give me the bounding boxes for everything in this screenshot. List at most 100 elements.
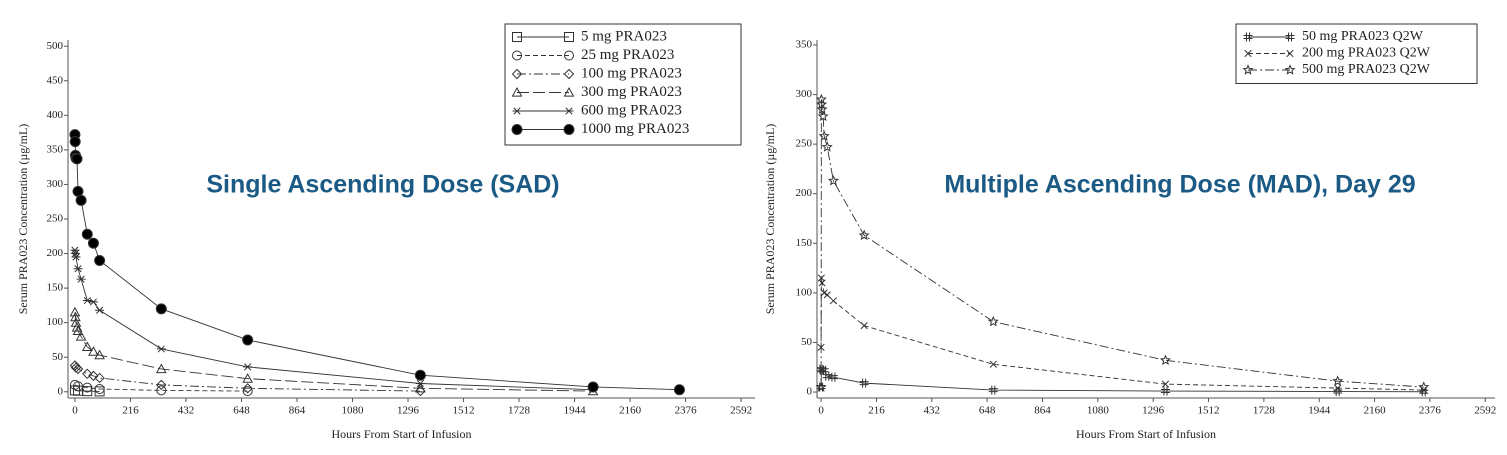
data-point <box>70 311 81 322</box>
data-point <box>155 363 167 374</box>
data-point <box>823 291 831 299</box>
y-tick-label: 0 <box>58 385 64 397</box>
legend: 5 mg PRA023 25 mg PRA023 100 mg PRA023 300 … <box>504 23 742 146</box>
legend-marker <box>511 68 523 80</box>
y-tick-label: 400 <box>47 109 64 121</box>
plot: 0 216 432 648 864 1080 1296 1512 1728 1944 2160 237… <box>763 23 1496 441</box>
data-point <box>1160 386 1170 396</box>
data-point <box>860 322 868 330</box>
y-tick-label: 0 <box>807 386 813 398</box>
data-point <box>587 381 599 393</box>
data-point <box>987 315 999 327</box>
data-point <box>82 386 93 397</box>
data-point <box>815 93 827 105</box>
legend-marker <box>511 124 523 135</box>
y-tick-label: 100 <box>47 316 64 328</box>
legend-marker <box>511 86 523 97</box>
y-tick-label: 50 <box>801 336 813 348</box>
y-tick-label: 150 <box>47 282 64 294</box>
data-point <box>828 372 838 382</box>
legend-marker <box>512 50 522 61</box>
x-tick-label: 2376 <box>1419 405 1442 417</box>
data-point <box>1334 384 1342 392</box>
data-point <box>820 289 828 297</box>
data-point <box>242 334 254 346</box>
x-tick-label: 864 <box>1034 405 1051 417</box>
x-tick-label: 648 <box>233 405 250 417</box>
series-line <box>820 367 1424 393</box>
data-point <box>88 370 99 382</box>
legend-marker <box>564 32 574 42</box>
data-point <box>1159 354 1171 366</box>
x-tick-label: 2592 <box>730 405 752 417</box>
x-tick-label: 2376 <box>675 405 698 417</box>
data-point <box>69 136 81 148</box>
data-point <box>989 360 997 368</box>
y-tick-label: 500 <box>47 40 64 52</box>
plot: 0 216 432 648 864 1080 1296 1512 1728 1944 2160 237… <box>16 23 755 441</box>
x-tick-label: 432 <box>178 405 195 417</box>
y-tick-label: 350 <box>796 38 813 50</box>
y-tick-label: 200 <box>796 187 813 199</box>
annotation: Single Ascending Dose (SAD) <box>206 171 559 199</box>
data-point <box>815 381 827 392</box>
legend-marker <box>563 124 575 135</box>
x-tick-label: 1944 <box>564 405 587 417</box>
x-tick-label: 0 <box>818 405 824 417</box>
data-point <box>156 379 167 391</box>
data-point <box>81 228 93 240</box>
x-tick-label: 0 <box>72 405 78 417</box>
data-point <box>156 345 166 353</box>
x-tick-label: 1512 <box>453 405 475 417</box>
legend-marker <box>1243 32 1253 42</box>
legend-marker <box>512 107 522 115</box>
legend-label: 300 mg PRA023 <box>581 84 682 100</box>
data-point <box>821 141 833 152</box>
x-tick-label: 216 <box>122 405 139 417</box>
data-point <box>816 103 828 115</box>
data-point <box>82 382 93 393</box>
data-point <box>75 330 87 341</box>
data-point <box>73 265 83 273</box>
data-point <box>88 346 99 356</box>
x-tick-label: 1728 <box>508 405 531 417</box>
data-point <box>75 194 87 206</box>
data-point <box>1161 380 1170 388</box>
legend-label: 25 mg PRA023 <box>581 47 674 63</box>
data-point <box>858 229 870 241</box>
series-line <box>820 99 1424 388</box>
data-point <box>1332 375 1344 386</box>
legend-marker <box>1286 49 1294 58</box>
x-tick-label: 648 <box>979 405 996 417</box>
data-point <box>88 298 98 306</box>
x-tick-label: 864 <box>289 405 306 417</box>
legend-label: 5 mg PRA023 <box>581 28 667 44</box>
data-point <box>72 363 84 375</box>
data-point <box>71 153 83 165</box>
legend-box <box>504 23 742 146</box>
series-line <box>820 277 1424 391</box>
data-point <box>415 379 425 388</box>
data-point <box>87 237 99 249</box>
data-point <box>76 275 86 283</box>
x-tick-label: 1944 <box>1308 405 1331 417</box>
y-axis-label: Serum PRA023 Concentration (µg/mL) <box>16 124 30 315</box>
legend-label: 1000 mg PRA023 <box>581 121 689 137</box>
legend-label: 100 mg PRA023 <box>581 65 682 81</box>
y-tick-label: 200 <box>47 247 64 259</box>
data-point <box>71 253 81 261</box>
x-axis-label: Hours From Start of Infusion <box>332 427 472 441</box>
data-point <box>243 363 253 371</box>
data-point <box>1418 381 1430 392</box>
data-point <box>988 385 998 395</box>
data-point <box>242 373 254 383</box>
y-tick-label: 450 <box>47 74 64 86</box>
data-point <box>82 296 92 305</box>
x-tick-label: 1728 <box>1253 405 1276 417</box>
series-line <box>74 312 594 392</box>
data-point <box>70 317 82 327</box>
y-tick-label: 300 <box>47 178 64 190</box>
x-tick-label: 1296 <box>397 405 420 417</box>
